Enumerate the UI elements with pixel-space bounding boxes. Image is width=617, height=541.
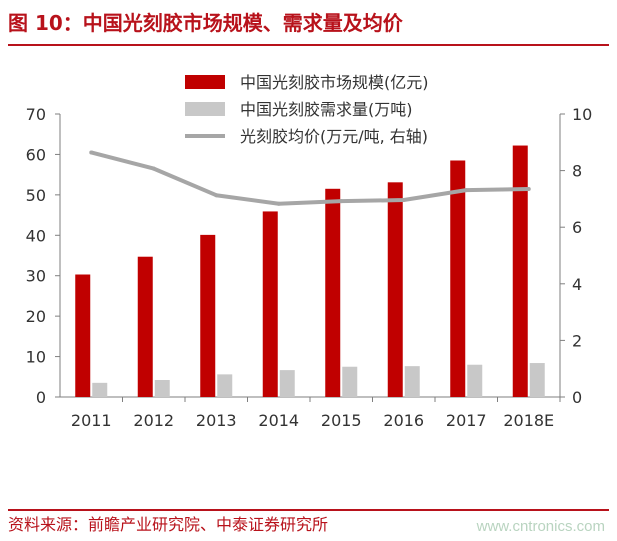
demand-bar (279, 370, 295, 397)
avg-price-point (339, 199, 344, 204)
avg-price-point (276, 201, 281, 206)
x-tick-label: 2016 (383, 411, 424, 430)
market-size-bar (512, 145, 528, 397)
left-tick-label: 70 (26, 105, 46, 124)
left-tick-label: 50 (26, 186, 46, 205)
market-size-bar (325, 188, 341, 397)
right-tick-label: 2 (572, 331, 582, 350)
legend-swatch-demand (185, 102, 225, 116)
x-tick-label: 2013 (196, 411, 237, 430)
chart: 0 10 20 30 40 50 60 70 0 2 4 6 8 10 2011 2012 2013 2014 20… (26, 73, 593, 430)
market-size-bar (75, 274, 91, 397)
right-tick-label: 6 (572, 218, 582, 237)
avg-price-line (90, 150, 529, 206)
demand-bar (404, 366, 420, 397)
avg-price-point (89, 150, 94, 155)
left-tick-label: 10 (26, 348, 46, 367)
right-tick-label: 4 (572, 275, 582, 294)
market-size-bar (450, 160, 466, 397)
left-tick-label: 20 (26, 307, 46, 326)
source-rule (8, 509, 609, 511)
market-size-bar (200, 234, 216, 397)
legend-label-market: 中国光刻胶市场规模(亿元) (240, 73, 429, 92)
market-size-bar (387, 182, 403, 397)
avg-price-point (464, 188, 469, 193)
right-tick-label: 10 (572, 105, 592, 124)
left-tick-label: 30 (26, 267, 46, 286)
x-tick-label: 2015 (321, 411, 362, 430)
legend-label-price: 光刻胶均价(万元/吨, 右轴) (240, 127, 428, 146)
x-tick-label: 2017 (446, 411, 487, 430)
left-tick-label: 60 (26, 145, 46, 164)
left-tick-label: 0 (36, 388, 46, 407)
demand-bar (217, 374, 233, 397)
demand-bar (92, 382, 108, 397)
demand-bar (342, 366, 358, 397)
right-tick-label: 0 (572, 388, 582, 407)
legend-swatch-market (185, 75, 225, 89)
avg-price-point (214, 193, 219, 198)
avg-price-point (526, 186, 531, 191)
x-tick-label: 2018E (503, 411, 554, 430)
demand-bar (154, 380, 170, 397)
x-tick-label: 2011 (71, 411, 112, 430)
title-rule (8, 44, 609, 46)
x-tick-label: 2012 (133, 411, 174, 430)
source-note: 资料来源：前瞻产业研究院、中泰证券研究所 (8, 515, 329, 534)
figure-title: 图 10：中国光刻胶市场规模、需求量及均价 (8, 11, 403, 35)
legend-label-demand: 中国光刻胶需求量(万吨) (240, 100, 413, 119)
right-tick-label: 8 (572, 162, 582, 181)
x-tick-label: 2014 (258, 411, 299, 430)
watermark: www.cntronics.com (476, 518, 605, 535)
market-size-bar (262, 211, 278, 397)
avg-price-point (401, 198, 406, 203)
avg-price-point (151, 166, 156, 171)
market-size-bar (137, 256, 153, 397)
demand-bar (529, 363, 545, 397)
left-tick-label: 40 (26, 226, 46, 245)
demand-bar (467, 364, 483, 397)
